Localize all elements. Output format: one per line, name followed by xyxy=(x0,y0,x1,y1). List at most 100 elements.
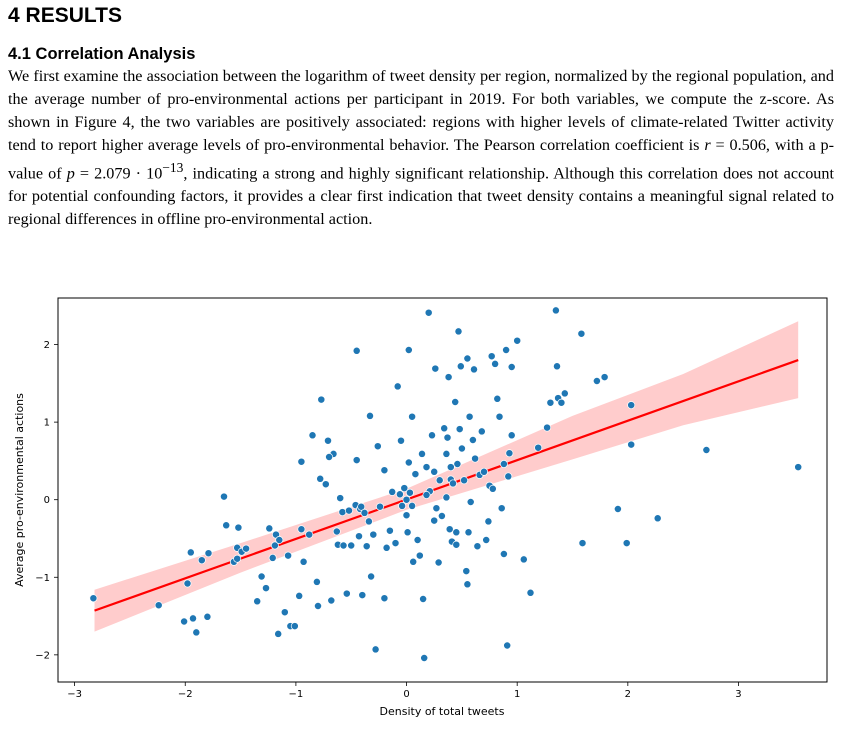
data-point xyxy=(592,377,601,385)
data-point xyxy=(484,517,493,526)
data-point xyxy=(380,594,389,603)
data-point xyxy=(505,449,514,458)
regression-layer xyxy=(94,359,799,612)
data-point xyxy=(321,480,330,489)
data-point xyxy=(460,476,469,485)
data-point xyxy=(347,541,356,550)
data-point xyxy=(257,572,266,581)
data-point xyxy=(345,506,353,515)
data-point xyxy=(463,580,472,589)
data-point xyxy=(449,479,457,488)
data-point xyxy=(452,528,461,537)
data-point xyxy=(466,498,475,506)
data-point xyxy=(270,541,279,550)
data-point xyxy=(526,588,535,597)
data-point xyxy=(404,346,413,354)
data-point xyxy=(405,488,414,497)
data-point xyxy=(371,645,380,654)
data-point xyxy=(222,521,231,530)
paragraph-text-end: , indicating a strong and highly signifi… xyxy=(8,164,834,228)
data-point xyxy=(497,504,506,513)
data-point xyxy=(391,539,400,548)
data-point xyxy=(402,511,411,520)
data-point xyxy=(332,527,341,536)
data-point xyxy=(507,363,516,371)
data-point xyxy=(290,622,299,631)
p-symbol: p xyxy=(66,164,75,183)
section-heading: 4 RESULTS xyxy=(8,4,122,28)
data-point xyxy=(435,476,444,485)
data-point xyxy=(434,558,443,567)
data-point xyxy=(324,436,332,445)
data-point xyxy=(493,394,502,403)
data-point xyxy=(382,543,391,552)
data-point xyxy=(299,557,308,566)
data-point xyxy=(543,423,552,432)
data-point xyxy=(464,528,473,537)
data-point xyxy=(454,327,463,336)
data-point xyxy=(451,398,460,406)
data-point xyxy=(352,346,361,355)
confidence-band xyxy=(94,321,799,632)
data-point xyxy=(413,536,422,544)
data-point xyxy=(428,431,436,440)
data-point xyxy=(297,525,306,534)
data-point xyxy=(463,354,472,363)
y-tick-label: −1 xyxy=(35,573,50,584)
data-point xyxy=(197,556,206,565)
data-point xyxy=(457,444,466,453)
data-point xyxy=(430,516,439,525)
data-point xyxy=(336,494,345,503)
data-point xyxy=(327,596,336,605)
data-point xyxy=(308,431,317,440)
data-point xyxy=(367,572,376,581)
data-point xyxy=(465,412,474,421)
data-point xyxy=(373,442,382,451)
data-point xyxy=(794,463,803,472)
data-point xyxy=(204,549,213,558)
data-point xyxy=(418,449,426,458)
data-point xyxy=(477,427,486,436)
section-title: RESULTS xyxy=(25,4,122,27)
data-point xyxy=(186,548,195,557)
y-ticks: −2 −1 0 1 2 xyxy=(35,340,58,661)
data-point xyxy=(499,550,508,558)
x-axis-label: Density of total tweets xyxy=(380,705,505,718)
section-number: 4 xyxy=(8,4,20,27)
x-tick-label: −2 xyxy=(178,689,193,700)
data-point xyxy=(398,501,407,510)
data-point xyxy=(431,364,440,373)
data-point xyxy=(192,628,201,637)
x-tick-label: 0 xyxy=(403,689,409,700)
data-point xyxy=(154,601,163,610)
data-point xyxy=(376,502,384,511)
data-point xyxy=(480,467,488,476)
data-point xyxy=(613,505,622,513)
data-point xyxy=(385,526,394,535)
data-point xyxy=(495,412,504,421)
data-point xyxy=(551,306,560,315)
data-point xyxy=(268,553,277,562)
data-point xyxy=(357,502,366,511)
plot-frame xyxy=(57,297,828,683)
data-point xyxy=(437,512,446,520)
body-paragraph: We first examine the association between… xyxy=(8,65,834,231)
data-point xyxy=(600,373,609,382)
data-point xyxy=(444,373,453,382)
data-point xyxy=(262,584,270,593)
data-point xyxy=(314,602,322,610)
data-point xyxy=(422,491,431,499)
data-point xyxy=(627,440,636,449)
data-point xyxy=(440,424,449,433)
data-point xyxy=(470,365,478,374)
data-point xyxy=(295,591,304,600)
data-point xyxy=(355,532,363,541)
data-point xyxy=(297,457,306,466)
y-tick-label: 1 xyxy=(44,418,50,429)
data-point xyxy=(203,612,212,621)
data-point xyxy=(305,530,314,539)
data-point xyxy=(534,443,543,452)
data-point xyxy=(362,542,371,551)
data-point xyxy=(284,551,293,560)
